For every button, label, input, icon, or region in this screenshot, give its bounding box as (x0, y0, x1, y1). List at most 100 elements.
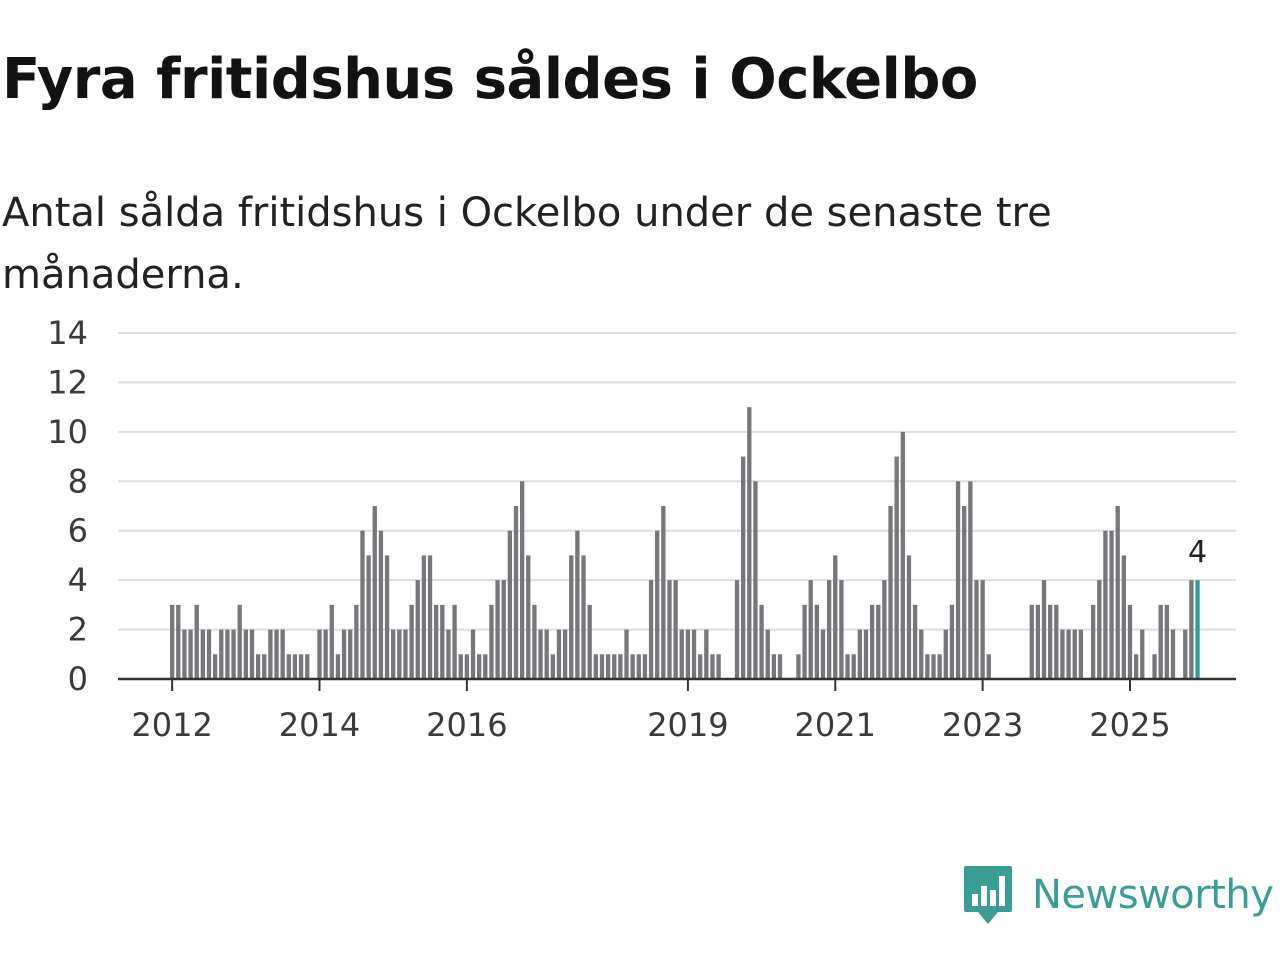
x-tick-label: 2021 (795, 706, 876, 744)
bar (470, 629, 476, 679)
bar (796, 654, 801, 679)
brand-name: Newsworthy (1032, 872, 1274, 918)
bar (1133, 654, 1139, 679)
bar (170, 604, 175, 679)
bar (1164, 604, 1169, 679)
bar (1060, 629, 1065, 679)
bar (863, 629, 869, 679)
bar (759, 604, 764, 679)
bar (587, 604, 592, 679)
bar (182, 629, 187, 679)
bar (869, 604, 875, 679)
y-tick-label: 12 (47, 363, 88, 401)
bar (943, 629, 948, 679)
bar-latest (1195, 580, 1200, 679)
bar (667, 580, 672, 679)
bar (839, 580, 844, 679)
x-axis-ticks: 2012 2014 2016 2019 2021 2023 2025 (131, 679, 1171, 744)
bar (1170, 629, 1176, 679)
bar (912, 604, 918, 679)
bar (249, 629, 255, 679)
bar (458, 654, 463, 679)
bar (1054, 604, 1059, 679)
bar (851, 654, 856, 679)
bar (268, 629, 273, 679)
bar (630, 654, 635, 679)
bar (403, 629, 408, 679)
bar (1029, 604, 1034, 679)
bar (348, 629, 353, 679)
bar (612, 654, 617, 679)
bar (384, 555, 390, 679)
bar (200, 629, 205, 679)
y-tick-label: 4 (68, 561, 88, 599)
bar (986, 654, 991, 679)
bar (661, 506, 666, 679)
bar (777, 654, 783, 679)
bar (219, 629, 224, 679)
bar (317, 629, 322, 679)
bar (949, 604, 955, 679)
bar (176, 604, 181, 679)
bar (716, 654, 721, 679)
bar (464, 654, 470, 679)
bar (1183, 629, 1188, 679)
bar (618, 654, 623, 679)
bar (685, 629, 691, 679)
bar (1152, 654, 1157, 679)
bar (397, 629, 402, 679)
bar (452, 604, 457, 679)
bar (1115, 506, 1120, 679)
bar (562, 629, 568, 679)
bar (354, 604, 359, 679)
bar (919, 629, 924, 679)
bar (624, 629, 629, 679)
bar (225, 629, 230, 679)
x-tick-label: 2023 (942, 706, 1023, 744)
x-tick-label: 2016 (426, 706, 507, 744)
bar (698, 654, 703, 679)
bar (753, 481, 758, 679)
bar (906, 555, 912, 679)
bar (372, 506, 377, 679)
bar (1097, 580, 1102, 679)
bar (569, 555, 574, 679)
bar (888, 506, 893, 679)
bar (1127, 604, 1133, 679)
bar (894, 456, 899, 679)
bar (955, 481, 961, 679)
bar (1158, 604, 1163, 679)
bar (1103, 530, 1108, 679)
bar (440, 604, 445, 679)
bar (206, 629, 212, 679)
bar (833, 555, 838, 679)
y-tick-label: 6 (68, 512, 88, 550)
newsworthy-logo-icon (964, 866, 1012, 924)
chart-subtitle: Antal sålda fritidshus i Ockelbo under d… (2, 190, 1052, 298)
bar (1189, 580, 1194, 679)
bar (605, 654, 611, 679)
bar (962, 506, 967, 679)
bar (1091, 604, 1096, 679)
bar (280, 629, 285, 679)
y-tick-label: 8 (68, 462, 88, 500)
bar (434, 604, 439, 679)
bar (538, 629, 543, 679)
bar (931, 654, 936, 679)
x-tick-label: 2019 (647, 706, 728, 744)
bar (900, 431, 905, 679)
bar (826, 580, 832, 679)
bar (1041, 580, 1047, 679)
y-axis-ticks: 0 2 4 6 8 10 12 14 (47, 314, 88, 698)
bar-chart: 0 2 4 6 8 10 12 14 2012 2014 2016 2019 2021 2023 2025… (47, 314, 1236, 744)
x-tick-label: 2012 (131, 706, 212, 744)
bar (243, 629, 248, 679)
y-tick-label: 14 (47, 314, 88, 352)
bar (581, 555, 586, 679)
bar (968, 481, 973, 679)
bar (550, 654, 555, 679)
data-labels: 4 (1185, 532, 1210, 573)
bar (255, 654, 261, 679)
bar (980, 580, 985, 679)
x-tick-label: 2014 (279, 706, 360, 744)
